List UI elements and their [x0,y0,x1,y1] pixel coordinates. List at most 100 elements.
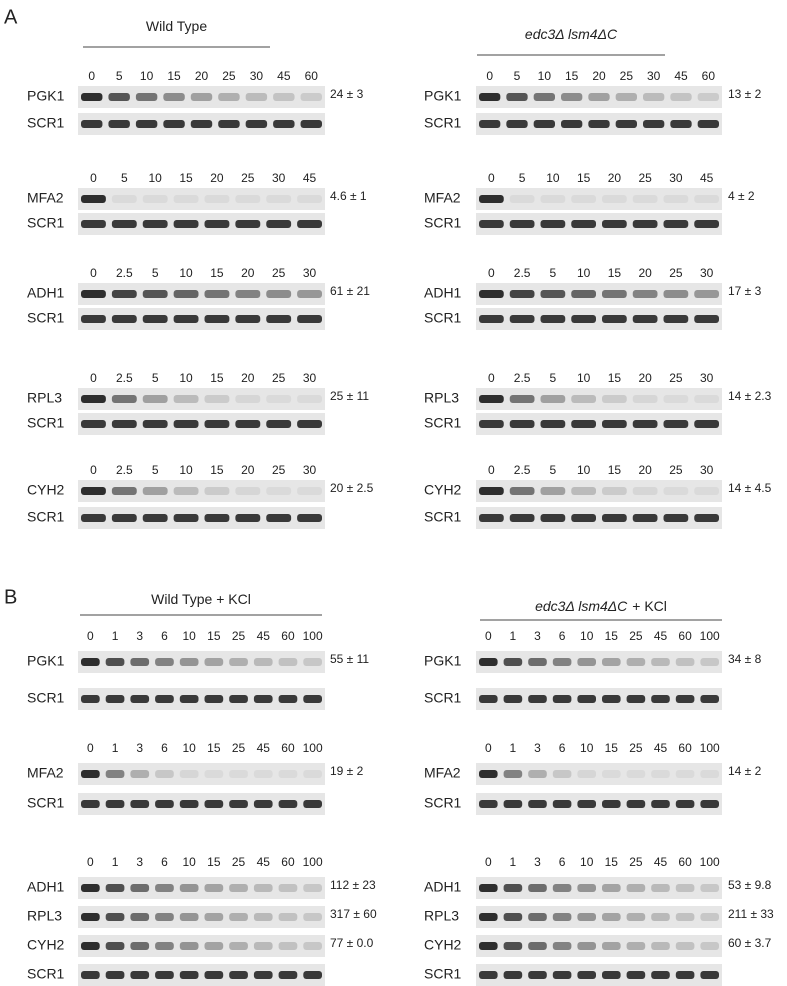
band [670,93,692,101]
band [509,315,535,323]
band [694,487,719,495]
band [651,942,670,950]
band [300,120,322,128]
time-label: 5 [550,463,557,477]
time-label: 6 [559,855,566,869]
band [670,120,692,128]
band [700,800,719,808]
time-label: 15 [565,69,579,83]
gene-label: RPL3 [424,390,459,406]
time-label: 6 [559,629,566,643]
band [303,942,322,950]
band [297,290,322,298]
gene-label: RPL3 [27,908,62,924]
time-label: 15 [608,266,622,280]
band [173,315,199,323]
band [253,971,273,979]
time-label: 20 [638,266,652,280]
band [479,420,504,428]
time-label: 3 [136,855,143,869]
band [155,913,174,921]
time-label: 15 [210,463,224,477]
time-label: 2.5 [514,266,531,280]
band [297,395,322,403]
band [130,971,150,979]
band [81,695,100,703]
gene-label: MFA2 [424,190,461,206]
band [577,658,596,666]
blot-strip [476,283,722,305]
gene-label: CYH2 [424,937,462,953]
half-life: 14 ± 4.5 [728,481,772,495]
time-label: 10 [577,463,591,477]
gene-label: SCR1 [424,215,462,231]
blot-strip [78,906,325,928]
time-label: 30 [669,171,683,185]
half-life: 17 ± 3 [728,284,762,298]
time-label: 3 [136,629,143,643]
band [266,220,292,228]
band [528,770,547,778]
time-label: 45 [303,171,317,185]
band [626,800,646,808]
time-label: 20 [241,371,255,385]
band [105,658,125,666]
time-label: 20 [638,463,652,477]
time-label: 5 [519,171,526,185]
time-label: 5 [116,69,123,83]
band [229,800,248,808]
band [528,942,547,950]
band [540,395,566,403]
band [253,770,273,778]
band [479,884,498,892]
band [663,220,689,228]
blot-strip [78,651,325,673]
band [528,971,547,979]
band [602,514,627,522]
gene-label: RPL3 [27,390,62,406]
time-label: 25 [669,371,683,385]
gene-label: SCR1 [27,415,65,431]
band [297,420,322,428]
band [190,93,213,101]
gene-label: SCR1 [27,795,65,811]
time-label: 0 [485,629,492,643]
time-label: 5 [550,371,557,385]
band [142,487,168,495]
time-label: 15 [207,855,221,869]
blot-strip [78,793,325,815]
band [111,487,137,495]
half-life: 61 ± 21 [330,284,370,298]
band [503,971,523,979]
time-label: 30 [303,266,317,280]
band [651,695,670,703]
time-label: 30 [647,69,661,83]
gene-label: CYH2 [424,482,462,498]
band [479,395,504,403]
time-label: 60 [702,69,716,83]
band [173,195,199,203]
band [632,290,658,298]
time-label: 25 [272,266,286,280]
time-label: 15 [605,629,619,643]
time-label: 2.5 [116,463,133,477]
band [179,770,199,778]
band [266,315,292,323]
band [297,487,322,495]
band [577,884,596,892]
band [602,770,621,778]
half-life: 53 ± 9.8 [728,878,772,892]
band [552,884,572,892]
band [509,220,535,228]
half-life: 55 ± 11 [330,652,369,666]
time-label: 10 [179,266,193,280]
time-label: 6 [161,741,168,755]
blot-strip [476,906,722,928]
band [204,290,230,298]
band [663,395,689,403]
time-label: 0 [90,171,97,185]
blot-strip [78,877,325,899]
band [479,315,504,323]
time-label: 0 [90,463,97,477]
